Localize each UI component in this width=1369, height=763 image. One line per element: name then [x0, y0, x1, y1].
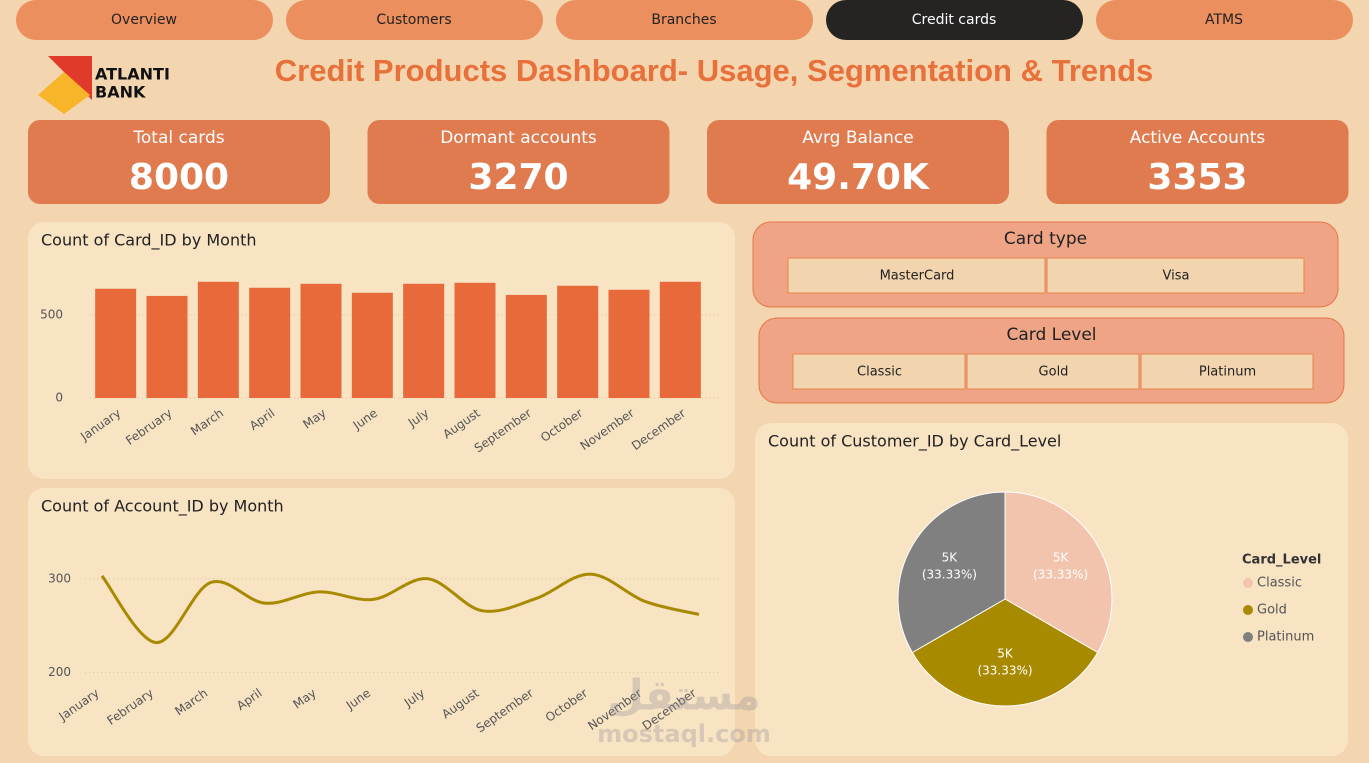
nav-tab[interactable] [1096, 0, 1353, 40]
nav-tab[interactable] [16, 0, 273, 40]
kpi-card [707, 120, 1009, 204]
bar [95, 288, 137, 398]
nav-tab[interactable] [286, 0, 543, 40]
bar [197, 281, 239, 398]
nav-tab-label[interactable]: Branches [651, 12, 716, 28]
slicer-option[interactable] [966, 353, 1140, 390]
slicer-option[interactable] [1140, 353, 1314, 390]
watermark: مستقل [607, 671, 761, 720]
data-label: 5K [1053, 550, 1070, 564]
chart-title: Count of Card_ID by Month [41, 231, 257, 251]
slicer-option-label[interactable]: Classic [857, 365, 902, 380]
kpi-value: 3270 [468, 157, 568, 198]
logo-text: ATLANTI [95, 65, 170, 84]
slicer-option-label[interactable]: MasterCard [880, 269, 955, 284]
bar [454, 282, 496, 398]
nav-tab[interactable] [826, 0, 1083, 40]
kpi-label: Dormant accounts [440, 128, 597, 148]
data-label: 5K [997, 647, 1014, 661]
dashboard-title: Credit Products Dashboard- Usage, Segmen… [275, 53, 1154, 88]
nav-tab-label[interactable]: Customers [376, 12, 451, 28]
bar [249, 287, 291, 398]
legend-swatch [1243, 605, 1253, 615]
kpi-label: Total cards [132, 128, 224, 148]
chart-title: Count of Customer_ID by Card_Level [768, 432, 1061, 452]
y-tick-label: 300 [48, 571, 71, 585]
chart-title: Count of Account_ID by Month [41, 497, 284, 517]
kpi-value: 49.70K [787, 157, 930, 198]
data-label: (33.33%) [1033, 567, 1088, 581]
watermark: mostaql.com [597, 720, 771, 748]
logo-text: BANK [95, 83, 146, 102]
bar [659, 281, 701, 398]
bar [351, 292, 393, 398]
y-tick-label: 500 [40, 307, 63, 321]
nav-tab-label[interactable]: Overview [111, 12, 177, 28]
slicer-title: Card Level [1006, 325, 1096, 345]
nav-tab-label[interactable]: ATMS [1205, 12, 1243, 28]
slicer-option[interactable] [792, 353, 966, 390]
pie-slice [911, 598, 1099, 707]
slicer-option-label[interactable]: Gold [1039, 365, 1069, 380]
chart-panel [28, 488, 735, 756]
bar [146, 295, 188, 398]
bar [608, 289, 650, 398]
kpi-label: Active Accounts [1130, 128, 1266, 148]
bar [505, 294, 547, 398]
kpi-card [28, 120, 330, 204]
slicer-option[interactable] [787, 257, 1046, 294]
kpi-value: 3353 [1147, 157, 1247, 198]
legend-label[interactable]: Platinum [1257, 630, 1314, 645]
slicer-option-label[interactable]: Visa [1163, 269, 1190, 284]
nav-tab[interactable] [556, 0, 813, 40]
line [100, 572, 700, 645]
data-label: (33.33%) [922, 567, 977, 581]
legend-swatch [1243, 578, 1253, 588]
data-label: 5K [942, 550, 959, 564]
slicer-title: Card type [1004, 229, 1087, 249]
bar [557, 285, 599, 398]
bar [300, 283, 342, 398]
slicer-option-label[interactable]: Platinum [1199, 365, 1256, 380]
legend-label[interactable]: Classic [1257, 576, 1302, 591]
nav-tab-label[interactable]: Credit cards [912, 12, 997, 28]
legend-swatch [1243, 632, 1253, 642]
bar [403, 283, 445, 398]
pie-slice [1004, 491, 1113, 654]
legend-title: Card_Level [1242, 553, 1321, 568]
kpi-card [367, 120, 670, 204]
logo [38, 56, 92, 114]
data-label: (33.33%) [977, 664, 1032, 678]
kpi-card [1046, 120, 1349, 204]
slicer-option[interactable] [1046, 257, 1305, 294]
legend-label[interactable]: Gold [1257, 603, 1287, 618]
y-tick-label: 0 [55, 391, 63, 405]
kpi-value: 8000 [129, 157, 229, 198]
y-tick-label: 200 [48, 665, 71, 679]
pie-slice [897, 491, 1006, 654]
kpi-label: Avrg Balance [802, 128, 913, 148]
